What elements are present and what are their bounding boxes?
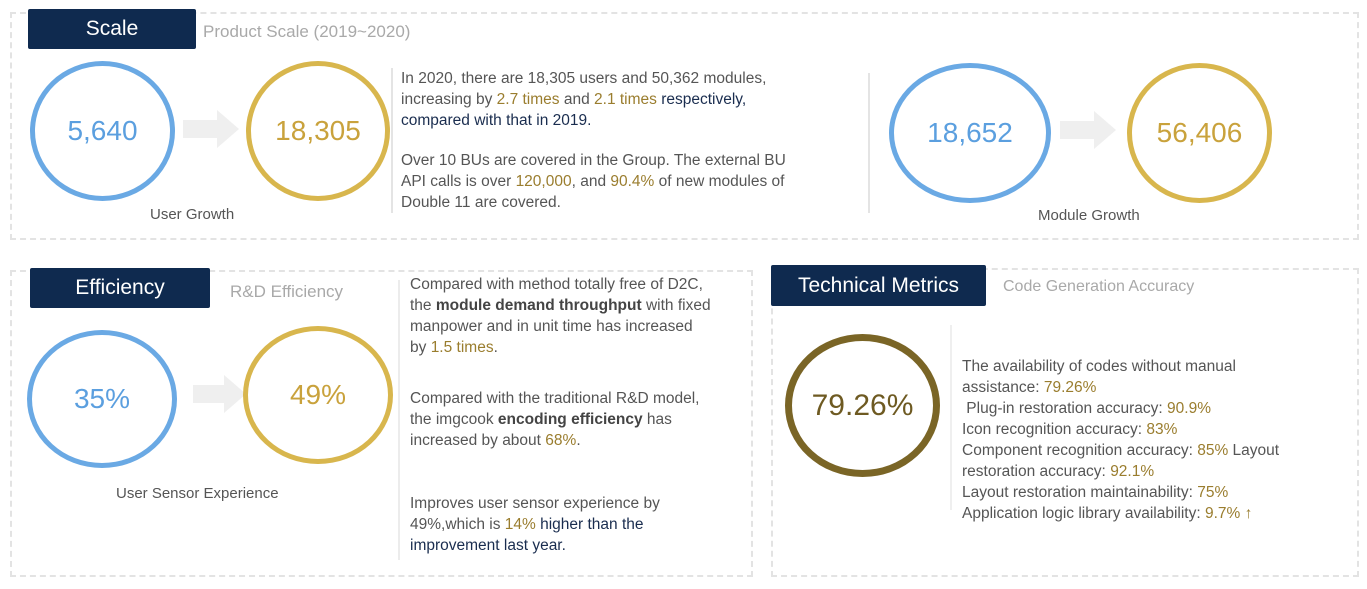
efficiency-panel bbox=[10, 270, 753, 577]
scale-para-1: In 2020, there are 18,305 users and 50,3… bbox=[401, 70, 767, 129]
divider bbox=[398, 280, 400, 560]
efficiency-to: 49% bbox=[243, 326, 393, 464]
efficiency-para-3: Improves user sensor experience by 49%,w… bbox=[410, 495, 660, 554]
technical-tag: Technical Metrics bbox=[771, 265, 986, 306]
accuracy-circle: 79.26% bbox=[785, 334, 940, 477]
scale-subtitle: Product Scale (2019~2020) bbox=[203, 22, 411, 41]
user-growth-to: 18,305 bbox=[246, 61, 390, 201]
metric-line: restoration accuracy: 92.1% bbox=[962, 463, 1155, 480]
efficiency-tag: Efficiency bbox=[30, 268, 210, 308]
metric-line: Application logic library availability: … bbox=[962, 505, 1253, 522]
metric-line: Component recognition accuracy: 85% Layo… bbox=[962, 442, 1280, 459]
divider bbox=[950, 325, 952, 510]
scale-description: In 2020, there are 18,305 users and 50,3… bbox=[401, 68, 861, 213]
efficiency-para-2: Compared with the traditional R&D model,… bbox=[410, 390, 700, 449]
technical-subtitle: Code Generation Accuracy bbox=[1003, 278, 1195, 295]
module-growth-from: 18,652 bbox=[889, 63, 1051, 203]
efficiency-para-1: Compared with method totally free of D2C… bbox=[410, 276, 711, 356]
user-growth-caption: User Growth bbox=[150, 206, 235, 223]
metric-line: assistance: 79.26% bbox=[962, 379, 1097, 396]
module-growth-caption: Module Growth bbox=[1038, 207, 1140, 224]
scale-panel bbox=[10, 12, 1359, 240]
metric-line: Layout restoration maintainability: 75% bbox=[962, 484, 1229, 501]
metric-line: Plug-in restoration accuracy: 90.9% bbox=[962, 400, 1211, 417]
technical-metrics-list: The availability of codes without manual… bbox=[962, 356, 1352, 524]
scale-tag: Scale bbox=[28, 9, 196, 49]
user-growth-from: 5,640 bbox=[30, 61, 175, 201]
scale-para-2: Over 10 BUs are covered in the Group. Th… bbox=[401, 152, 786, 211]
efficiency-from: 35% bbox=[27, 330, 177, 468]
metric-line: The availability of codes without manual bbox=[962, 358, 1236, 375]
divider bbox=[391, 68, 393, 213]
divider bbox=[868, 73, 870, 213]
efficiency-description: Compared with method totally free of D2C… bbox=[410, 274, 750, 556]
metric-line: Icon recognition accuracy: 83% bbox=[962, 421, 1178, 438]
efficiency-caption: User Sensor Experience bbox=[116, 485, 279, 502]
efficiency-subtitle: R&D Efficiency bbox=[230, 282, 344, 301]
technical-panel bbox=[771, 268, 1359, 577]
module-growth-to: 56,406 bbox=[1127, 63, 1272, 203]
